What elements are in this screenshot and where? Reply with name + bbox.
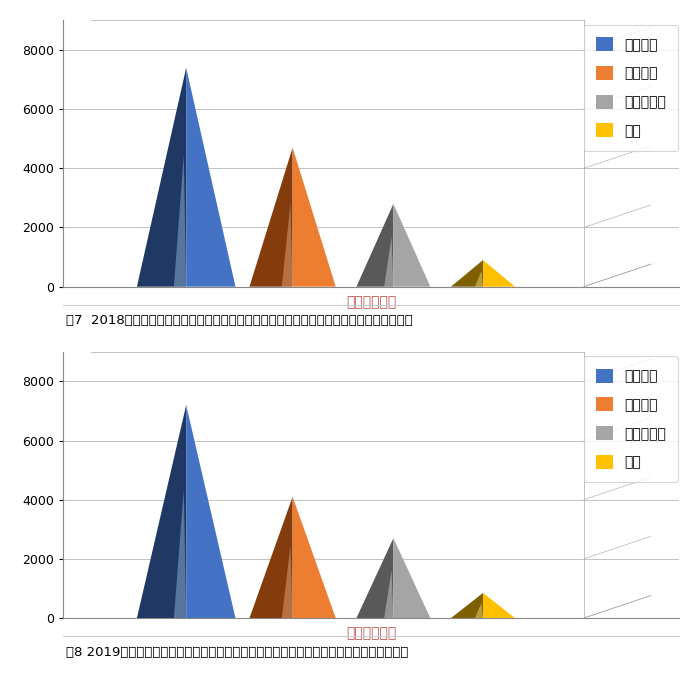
Polygon shape [249, 497, 293, 618]
Polygon shape [483, 260, 515, 287]
Polygon shape [384, 237, 393, 287]
Polygon shape [293, 147, 336, 287]
Polygon shape [475, 271, 483, 287]
Text: 图7  2018年样本普洱茶产品销售量在各层级市场分布情况（数据来源：中国茶叶流通协会）: 图7 2018年样本普洱茶产品销售量在各层级市场分布情况（数据来源：中国茶叶流通… [66, 314, 413, 327]
X-axis label: 销售量（吨）: 销售量（吨） [346, 627, 396, 640]
Polygon shape [393, 538, 430, 618]
Polygon shape [451, 260, 483, 287]
Polygon shape [186, 68, 235, 287]
Polygon shape [282, 545, 293, 618]
Polygon shape [483, 593, 515, 618]
Polygon shape [475, 603, 483, 618]
Polygon shape [393, 204, 430, 287]
Polygon shape [451, 593, 483, 618]
Polygon shape [174, 490, 186, 618]
Polygon shape [293, 497, 336, 618]
Legend: 一线城市, 二线城市, 三四线城市, 其他: 一线城市, 二线城市, 三四线城市, 其他 [584, 356, 678, 482]
Polygon shape [249, 147, 293, 287]
Polygon shape [137, 68, 186, 287]
Polygon shape [137, 405, 186, 618]
Legend: 一线城市, 二线城市, 三四线城市, 其他: 一线城市, 二线城市, 三四线城市, 其他 [584, 24, 678, 151]
Polygon shape [186, 405, 235, 618]
Polygon shape [356, 204, 393, 287]
Text: 图8 2019年样本普洱茶产品销售量在各层级市场分布情况（数据来源：中国茶叶流通协会）: 图8 2019年样本普洱茶产品销售量在各层级市场分布情况（数据来源：中国茶叶流通… [66, 646, 409, 659]
Polygon shape [282, 203, 293, 287]
Polygon shape [174, 155, 186, 287]
Polygon shape [384, 570, 393, 618]
Polygon shape [356, 538, 393, 618]
X-axis label: 销售量（吨）: 销售量（吨） [346, 295, 396, 309]
